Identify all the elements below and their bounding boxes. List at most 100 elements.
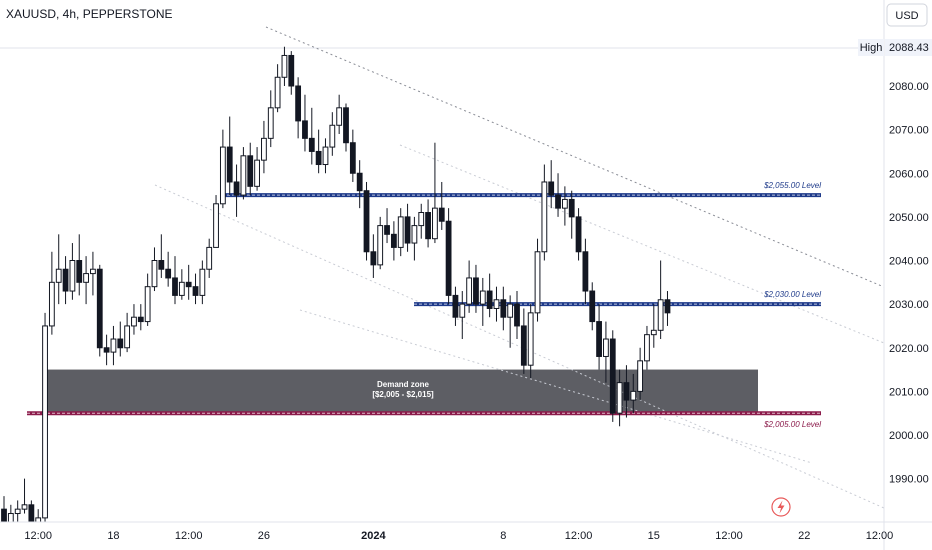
trend-line [265, 26, 884, 288]
candle [267, 90, 274, 148]
candle [199, 260, 206, 305]
candle-body [603, 338, 609, 357]
candle [233, 164, 240, 217]
candle [329, 112, 336, 156]
candle-body [452, 294, 459, 318]
candle-body [213, 203, 219, 248]
candle-body [514, 303, 520, 327]
candle [213, 195, 219, 248]
candle [281, 46, 288, 86]
candle-body [438, 207, 445, 222]
candle-body [90, 268, 96, 275]
time-tick-label: 26 [258, 530, 270, 542]
candle [514, 291, 520, 340]
candle-body [664, 299, 671, 314]
candle [425, 199, 431, 248]
candle-body [261, 137, 267, 161]
candle-body [561, 198, 568, 209]
candle [452, 286, 459, 326]
candle [21, 478, 28, 514]
candle [7, 504, 14, 522]
candle-body [96, 268, 103, 349]
candle-body [356, 172, 363, 192]
candle-body [247, 155, 254, 187]
candle [192, 273, 199, 305]
level-label: $2,055.00 Level [763, 181, 821, 190]
candle [404, 203, 411, 252]
price-tick-label: 2080.00 [889, 81, 929, 93]
candle [438, 181, 445, 230]
candle-body [35, 517, 42, 522]
candle [69, 243, 76, 300]
time-axis[interactable]: 12:00 18 12:00 26 2024 8 12:00 15 12:00 22 12:00 [24, 530, 893, 542]
candle-body [302, 120, 308, 139]
candle [390, 221, 397, 261]
candle [630, 373, 637, 414]
candle [110, 325, 117, 366]
candle-body [110, 338, 117, 353]
candle-body [582, 251, 589, 292]
candle-body [589, 290, 596, 323]
candle [315, 129, 322, 174]
candle-body [185, 281, 192, 288]
candle [466, 260, 473, 313]
currency-button[interactable]: USD [886, 3, 928, 27]
candle [308, 107, 315, 165]
lightning-icon[interactable] [771, 497, 791, 517]
candle-body [48, 281, 55, 327]
candle [90, 251, 96, 296]
candle [418, 203, 425, 239]
candle-body [21, 504, 28, 510]
price-tick-label: 2060.00 [889, 168, 929, 180]
candle-body [144, 286, 151, 323]
candle [42, 312, 48, 522]
time-tick-label: 12:00 [175, 530, 203, 542]
candle [411, 216, 418, 261]
candle-body [137, 316, 144, 323]
candle-body [377, 225, 384, 266]
price-tick-label: 2000.00 [889, 430, 929, 442]
trend-line [399, 144, 884, 344]
candle-body [493, 299, 500, 309]
candle-body [555, 194, 561, 209]
candle-body [404, 216, 411, 244]
candle-body [288, 54, 295, 87]
candle-body [206, 246, 213, 270]
candle [14, 500, 21, 522]
candle-body [254, 159, 260, 187]
candle [96, 264, 103, 357]
candle [254, 147, 260, 191]
candle [637, 347, 644, 401]
time-tick-label: 12:00 [866, 530, 894, 542]
candle [479, 277, 486, 326]
candle [589, 282, 596, 331]
candle [664, 291, 671, 326]
candle [240, 147, 247, 200]
candle [486, 273, 493, 318]
time-tick-label: 12:00 [565, 530, 593, 542]
candle-body [466, 277, 473, 305]
candle-body [322, 146, 329, 166]
candle [582, 238, 589, 305]
candle-body [83, 273, 89, 283]
candle-body [117, 338, 124, 349]
candle-body [336, 107, 343, 126]
candle-body [131, 316, 137, 327]
candle-body [349, 142, 356, 174]
candle-body [42, 325, 48, 519]
candle-body [124, 325, 131, 349]
candle [432, 142, 438, 244]
candle [377, 216, 384, 270]
candle [185, 264, 192, 300]
candle [151, 247, 158, 292]
candle-body [308, 137, 315, 152]
level-label: $2,005.00 Level [763, 420, 821, 429]
candle-body [267, 107, 274, 139]
candle [1, 496, 7, 522]
candle-body [616, 382, 623, 414]
time-tick-label: 15 [648, 530, 660, 542]
candle-body [103, 347, 110, 353]
price-tick-label: 2040.00 [889, 256, 929, 268]
candle [534, 238, 541, 322]
